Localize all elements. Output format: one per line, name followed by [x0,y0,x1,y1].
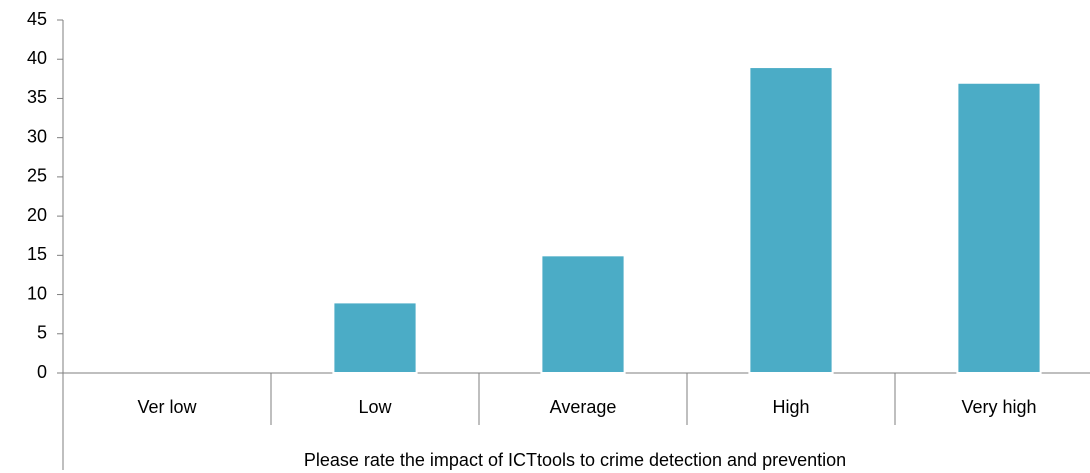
y-tick-label: 15 [27,244,47,264]
bar [956,81,1042,374]
y-tick-label: 40 [27,48,47,68]
x-axis-title: Please rate the impact of ICTtools to cr… [304,450,846,470]
y-tick-label: 10 [27,283,47,303]
x-tick-label: Ver low [137,397,197,417]
x-tick-label: Low [358,397,392,417]
x-tick-label: Average [550,397,617,417]
y-tick-label: 5 [37,323,47,343]
y-tick-label: 25 [27,166,47,186]
y-tick-label: 45 [27,9,47,29]
y-tick-label: 35 [27,87,47,107]
bar [748,66,834,374]
bar [332,301,418,374]
y-tick-label: 0 [37,362,47,382]
x-tick-label: High [772,397,809,417]
y-tick-label: 20 [27,205,47,225]
y-tick-label: 30 [27,126,47,146]
x-tick-label: Very high [961,397,1036,417]
bar [540,254,626,374]
